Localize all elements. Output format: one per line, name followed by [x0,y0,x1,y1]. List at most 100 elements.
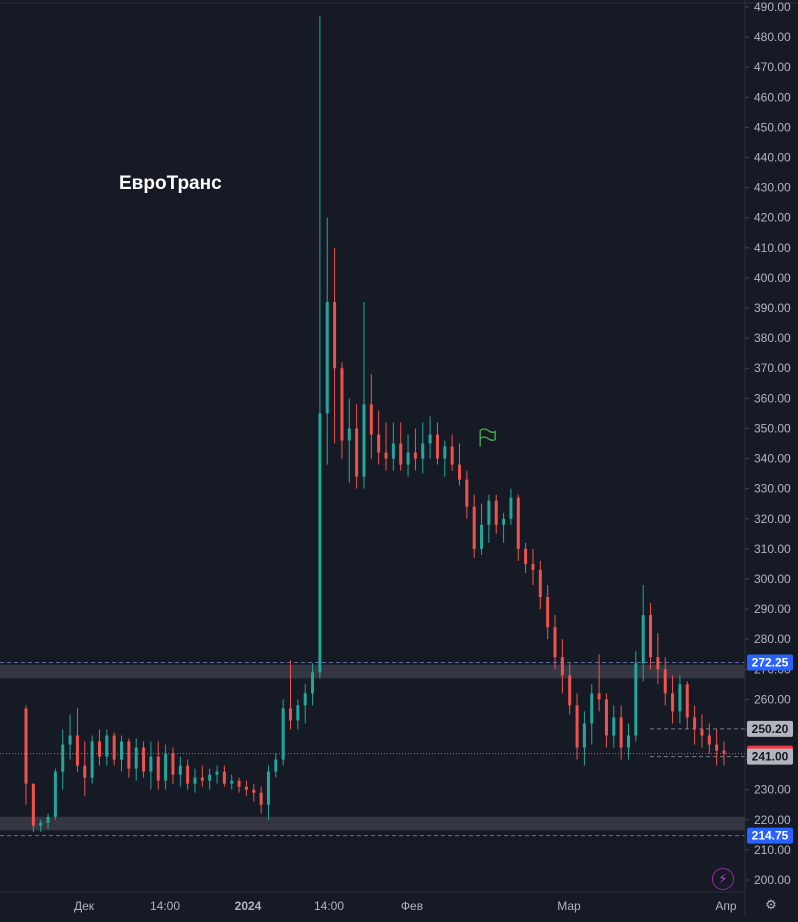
candle [487,494,491,543]
candle-body [553,627,557,658]
candle [39,819,43,832]
y-tick-label: 200.00 [754,873,791,887]
candle [244,780,248,796]
candle [186,759,190,790]
candle-body [693,717,697,730]
candle-body [311,672,315,694]
candle [164,744,168,790]
candle-body [274,759,278,772]
candle [619,705,623,760]
candle [634,651,638,742]
candle [377,410,381,465]
candle [274,753,278,778]
candle [604,693,608,748]
candle-body [575,705,579,748]
candle [575,693,579,760]
candle-body [391,443,395,459]
x-tick-label: Дек [74,899,95,913]
y-tick-label: 360.00 [754,391,791,405]
candle [435,422,439,465]
candle-body [127,741,131,769]
candle [222,765,226,787]
candle [46,813,50,829]
candle-body [193,777,197,784]
candle [399,422,403,471]
candle [502,512,506,543]
candle [384,422,388,471]
candle [61,729,65,790]
candle-body [266,771,270,805]
candle [289,660,293,730]
y-tick-label: 320.00 [754,512,791,526]
y-tick-label: 400.00 [754,271,791,285]
candle-body [656,657,660,670]
candle-body [222,771,226,784]
candle-body [604,699,608,736]
candle-body [215,771,219,775]
candle [443,440,447,477]
y-tick-label: 430.00 [754,181,791,195]
candle-body [538,569,542,598]
candle [678,675,682,724]
candle-body [244,786,248,790]
price-label-blue: 272.25 [747,654,793,671]
candle-body [259,792,263,805]
candle [215,765,219,784]
candle [333,247,337,444]
candle [553,615,557,670]
candle-body [289,708,293,721]
candle [149,741,153,790]
candle-body [641,615,645,664]
candle-body [105,735,109,757]
candle [296,699,300,730]
candle-body [53,771,57,817]
candle [612,705,616,748]
candle [590,684,594,745]
candle-body [406,452,410,465]
price-label-text: 250.20 [752,722,789,736]
candle [568,663,572,715]
candle [450,434,454,471]
y-tick-label: 470.00 [754,60,791,74]
candle [494,494,498,534]
candle [707,723,711,754]
price-label-text: 272.25 [752,656,789,670]
x-tick-label: 14:00 [150,899,180,913]
y-tick-label: 370.00 [754,361,791,375]
candle [24,705,28,805]
candle-body [384,452,388,459]
candle [230,774,234,790]
price-label-blue: 214.75 [747,827,793,844]
price-label-grey: 241.00 [747,748,793,765]
candle [318,16,322,679]
candle-body [134,747,138,769]
x-tick-label: Апр [715,899,737,913]
candle [75,708,79,772]
candle [237,777,241,793]
candle [531,548,535,585]
candle-body [590,693,594,724]
lightning-icon[interactable]: ⚡ [712,868,734,890]
candle-body [252,789,256,793]
candle-body [487,500,491,525]
candle-body [296,705,300,721]
candle-body [524,548,528,564]
candle-body [443,446,447,459]
candle-body [97,741,101,757]
candle-body [700,729,704,736]
y-tick-label: 440.00 [754,151,791,165]
candle-body [399,443,403,465]
candle-body [208,774,212,781]
candle-body [24,708,28,784]
candle [406,434,410,477]
candle-body [120,741,124,760]
candle [693,705,697,745]
y-tick-label: 450.00 [754,120,791,134]
candle-body [722,750,726,754]
candle [208,768,212,790]
candle [597,654,601,712]
gear-icon[interactable]: ⚙ [765,897,777,912]
candle [68,714,72,760]
